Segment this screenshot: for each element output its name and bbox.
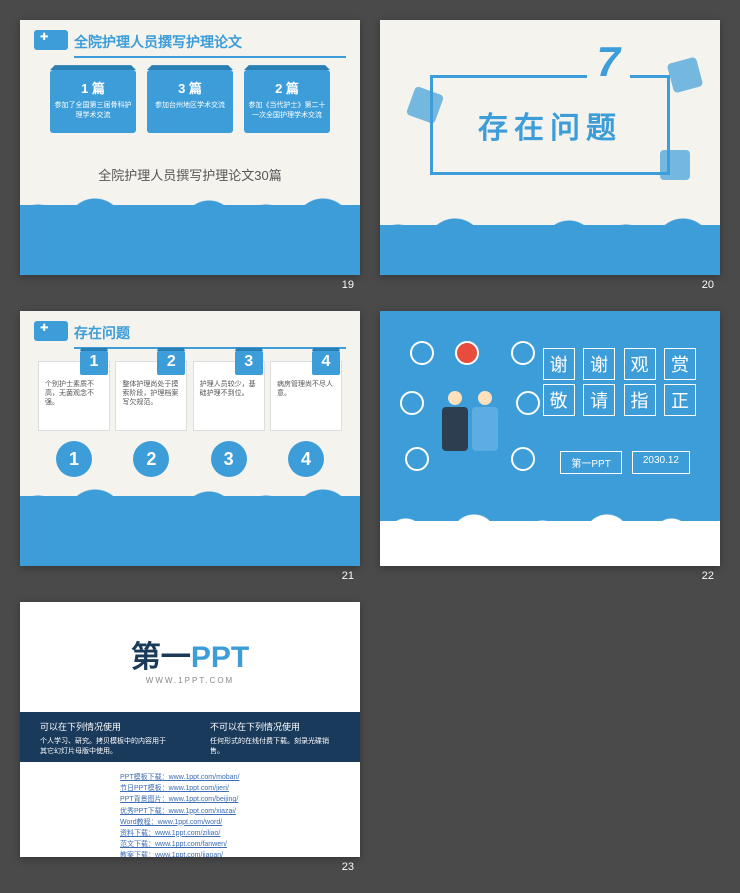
- card-head: 1 篇: [54, 78, 132, 97]
- slide-title: 全院护理人员撰写护理论文: [74, 32, 346, 58]
- cloud-decoration: [20, 205, 360, 275]
- problem-item: 1 个别护士素质不高，无菌观念不强。 1: [38, 361, 110, 477]
- item-circle: 1: [56, 441, 92, 477]
- caption: 全院护理人员撰写护理论文30篇: [20, 165, 360, 184]
- link[interactable]: PPT模板下载：www.1ppt.com/moban/: [120, 772, 239, 783]
- logo-prefix: 第一: [131, 641, 191, 674]
- card-row: 1 篇 参加了全国第三届骨科护理学术交流 3 篇 参加台州地区学术交流 2 篇 …: [50, 70, 330, 133]
- paper-card: 2 篇 参加《当代护士》第二十一次全国护理学术交流: [244, 70, 330, 133]
- link[interactable]: 优秀PPT下载：www.1ppt.com/xiazai/: [120, 806, 239, 817]
- slide-title: 存在问题: [74, 323, 346, 349]
- cloud-decoration: [20, 496, 360, 566]
- item-tab: 1: [80, 351, 108, 375]
- doctors-illustration: [440, 391, 500, 461]
- item-tab: 4: [312, 351, 340, 375]
- paper-card: 1 篇 参加了全国第三届骨科护理学术交流: [50, 70, 136, 133]
- slide-21[interactable]: 存在问题 1 个别护士素质不高，无菌观念不强。 1 2 整体护理尚处于摸索阶段，…: [20, 311, 360, 566]
- scissors-icon: [516, 391, 540, 415]
- card-head: 2 篇: [248, 78, 326, 97]
- col-title: 可以在下列情况使用: [40, 720, 170, 733]
- char: 谢: [583, 348, 615, 380]
- nurse-figure: [472, 391, 498, 451]
- card-head: 3 篇: [151, 78, 229, 97]
- problem-row: 1 个别护士素质不高，无菌观念不强。 1 2 整体护理尚处于摸索阶段，护理档案写…: [38, 361, 342, 477]
- char: 敬: [543, 384, 575, 416]
- slide-22-wrap: 谢 谢 观 赏 敬 请 指 正 第一PPT 2030.12 22: [380, 311, 720, 582]
- slide-number: 21: [20, 570, 360, 582]
- card-body: 参加了全国第三届骨科护理学术交流: [54, 101, 132, 121]
- doctor-figure: [442, 391, 468, 451]
- link[interactable]: Word教程：www.1ppt.com/word/: [120, 817, 239, 828]
- card-body: 参加台州地区学术交流: [151, 101, 229, 111]
- char: 正: [664, 384, 696, 416]
- disallowed-col: 不可以在下列情况使用 任何形式的在线付费下载。刻录光碟销售。: [210, 720, 340, 754]
- item-circle: 2: [133, 441, 169, 477]
- thank-you-text: 谢 谢 观 赏 敬 请 指 正: [541, 346, 698, 418]
- medkit-icon: [455, 341, 479, 365]
- syringe-icon: [511, 341, 535, 365]
- char: 观: [624, 348, 656, 380]
- card-body: 参加《当代护士》第二十一次全国护理学术交流: [248, 101, 326, 121]
- slide-22[interactable]: 谢 谢 观 赏 敬 请 指 正 第一PPT 2030.12: [380, 311, 720, 566]
- problem-item: 4 病房管理尚不尽人意。 4: [270, 361, 342, 477]
- usage-band: 可以在下列情况使用 个人学习、研究。拷贝模板中的内容用于其它幻灯片母版中使用。 …: [20, 712, 360, 762]
- section-number: 7: [587, 38, 630, 86]
- link[interactable]: 范文下载：www.1ppt.com/fanwen/: [120, 839, 239, 850]
- logo-url: WWW.1PPT.COM: [20, 676, 360, 685]
- char: 赏: [664, 348, 696, 380]
- col-title: 不可以在下列情况使用: [210, 720, 340, 733]
- problem-item: 2 整体护理尚处于摸索阶段，护理档案写欠规范。 2: [115, 361, 187, 477]
- medical-illustration: [400, 341, 540, 491]
- item-tab: 2: [157, 351, 185, 375]
- slide-20[interactable]: 存在问题 7: [380, 20, 720, 275]
- item-tab: 3: [235, 351, 263, 375]
- col-body: 任何形式的在线付费下载。刻录光碟销售。: [210, 736, 340, 756]
- item-circle: 4: [288, 441, 324, 477]
- slide-number: 19: [20, 279, 360, 291]
- flask-icon: [511, 447, 535, 471]
- cloud-decoration: [380, 225, 720, 275]
- link[interactable]: 节日PPT模板：www.1ppt.com/jieri/: [120, 783, 239, 794]
- heart-monitor-icon: [400, 391, 424, 415]
- footer-tags: 第一PPT 2030.12: [560, 451, 690, 474]
- pill-icon: [405, 447, 429, 471]
- logo: 第一PPT WWW.1PPT.COM: [20, 632, 360, 685]
- col-body: 个人学习、研究。拷贝模板中的内容用于其它幻灯片母版中使用。: [40, 736, 170, 756]
- char: 指: [624, 384, 656, 416]
- paper-card: 3 篇 参加台州地区学术交流: [147, 70, 233, 133]
- link[interactable]: PPT背景图片：www.1ppt.com/beijing/: [120, 794, 239, 805]
- link-list: PPT模板下载：www.1ppt.com/moban/ 节日PPT模板：www.…: [120, 772, 239, 857]
- char: 请: [583, 384, 615, 416]
- slide-19[interactable]: 全院护理人员撰写护理论文 1 篇 参加了全国第三届骨科护理学术交流 3 篇 参加…: [20, 20, 360, 275]
- cloud-decoration: [380, 521, 720, 566]
- slide-grid: 全院护理人员撰写护理论文 1 篇 参加了全国第三届骨科护理学术交流 3 篇 参加…: [20, 20, 720, 873]
- slide-19-wrap: 全院护理人员撰写护理论文 1 篇 参加了全国第三届骨科护理学术交流 3 篇 参加…: [20, 20, 360, 291]
- slide-number: 22: [380, 570, 720, 582]
- link[interactable]: 资料下载：www.1ppt.com/ziliao/: [120, 828, 239, 839]
- allowed-col: 可以在下列情况使用 个人学习、研究。拷贝模板中的内容用于其它幻灯片母版中使用。: [40, 720, 170, 754]
- slide-20-wrap: 存在问题 7 20: [380, 20, 720, 291]
- logo-text: 第一PPT: [20, 632, 360, 676]
- glucose-meter-icon: [667, 57, 704, 94]
- slide-number: 23: [20, 861, 360, 873]
- ambulance-icon: [34, 30, 68, 50]
- logo-suffix: PPT: [191, 641, 249, 674]
- section-title: 存在问题: [430, 75, 670, 175]
- slide-23-wrap: 第一PPT WWW.1PPT.COM 可以在下列情况使用 个人学习、研究。拷贝模…: [20, 602, 360, 873]
- slide-23[interactable]: 第一PPT WWW.1PPT.COM 可以在下列情况使用 个人学习、研究。拷贝模…: [20, 602, 360, 857]
- slide-number: 20: [380, 279, 720, 291]
- slide-21-wrap: 存在问题 1 个别护士素质不高，无菌观念不强。 1 2 整体护理尚处于摸索阶段，…: [20, 311, 360, 582]
- ambulance-icon: [34, 321, 68, 341]
- item-circle: 3: [211, 441, 247, 477]
- date-tag: 2030.12: [632, 451, 690, 474]
- stethoscope-icon: [410, 341, 434, 365]
- brand-tag: 第一PPT: [560, 451, 621, 474]
- char: 谢: [543, 348, 575, 380]
- problem-item: 3 护理人员较少，基础护理不到位。 3: [193, 361, 265, 477]
- link[interactable]: 教案下载：www.1ppt.com/jiaoan/: [120, 850, 239, 857]
